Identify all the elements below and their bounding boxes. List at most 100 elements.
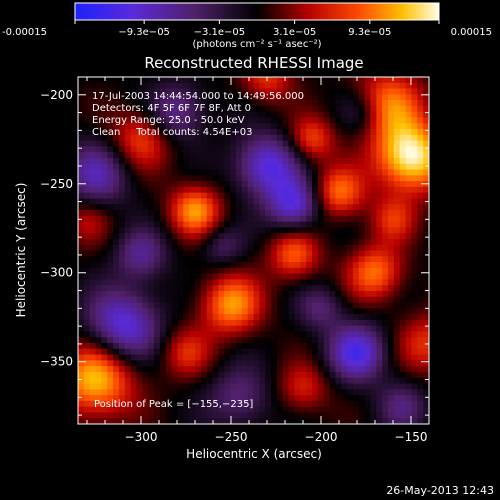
heatmap-cell: [399, 169, 407, 176]
heatmap-cell: [136, 267, 143, 275]
heatmap-cell: [329, 88, 336, 95]
heatmap-cell: [142, 331, 149, 338]
heatmap-cell: [107, 418, 114, 424]
heatmap-cell: [95, 215, 102, 223]
heatmap-cell: [259, 302, 266, 309]
heatmap-cell: [294, 319, 301, 327]
heatmap-cell: [388, 418, 395, 424]
heatmap-cell: [306, 302, 313, 309]
heatmap-cell: [276, 157, 284, 165]
heatmap-cell: [83, 302, 91, 309]
heatmap-cell: [159, 395, 167, 402]
heatmap-cell: [101, 152, 108, 159]
heatmap-cell: [159, 175, 167, 182]
heatmap-cell: [171, 227, 179, 234]
heatmap-cell: [118, 331, 126, 338]
heatmap-cell: [399, 354, 407, 361]
heatmap-cell: [259, 279, 266, 286]
heatmap-cell: [95, 157, 102, 165]
heatmap-cell: [399, 244, 407, 252]
heatmap-cell: [417, 331, 424, 338]
heatmap-cell: [142, 406, 149, 414]
heatmap-cell: [195, 82, 202, 90]
heatmap-cell: [136, 100, 143, 107]
heatmap-cell: [130, 302, 138, 309]
heatmap-cell: [323, 343, 331, 350]
heatmap-cell: [352, 366, 360, 373]
heatmap-cell: [417, 290, 424, 298]
heatmap-cell: [306, 157, 313, 165]
heatmap-cell: [107, 77, 114, 84]
heatmap-cell: [142, 314, 149, 321]
heatmap-cell: [276, 204, 284, 211]
heatmap-cell: [171, 82, 179, 90]
heatmap-cell: [78, 319, 85, 327]
heatmap-cell: [247, 244, 255, 252]
heatmap-cell: [118, 395, 126, 402]
heatmap-cell: [124, 406, 132, 414]
heatmap-cell: [177, 88, 184, 95]
heatmap-cell: [388, 186, 395, 194]
heatmap-cell: [282, 210, 290, 217]
heatmap-cell: [335, 285, 342, 292]
heatmap-cell: [271, 77, 278, 84]
heatmap-cell: [399, 204, 407, 211]
heatmap-cell: [417, 215, 424, 223]
heatmap-cell: [183, 123, 190, 130]
heatmap-cell: [212, 100, 219, 107]
heatmap-cell: [130, 181, 138, 188]
heatmap-cell: [171, 221, 179, 228]
heatmap-cell: [323, 279, 331, 286]
heatmap-cell: [352, 186, 360, 194]
heatmap-cell: [177, 227, 184, 234]
heatmap-cell: [95, 343, 102, 350]
heatmap-cell: [405, 233, 413, 240]
heatmap-cell: [347, 267, 354, 275]
heatmap-cell: [411, 210, 418, 217]
heatmap-cell: [83, 82, 91, 90]
heatmap-cell: [171, 389, 179, 396]
heatmap-cell: [212, 314, 219, 321]
heatmap-cell: [347, 343, 354, 350]
heatmap-cell: [224, 389, 231, 396]
heatmap-cell: [364, 186, 372, 194]
heatmap-cell: [235, 389, 243, 396]
heatmap-cell: [282, 111, 290, 119]
heatmap-cell: [405, 256, 413, 263]
heatmap-cell: [323, 198, 331, 205]
heatmap-cell: [148, 77, 155, 84]
heatmap-cell: [89, 244, 97, 252]
heatmap-cell: [130, 371, 138, 379]
heatmap-cell: [417, 88, 424, 95]
heatmap-cell: [393, 285, 401, 292]
heatmap-cell: [376, 366, 383, 373]
heatmap-cell: [323, 94, 331, 101]
heatmap-cell: [148, 192, 155, 200]
heatmap-cell: [78, 360, 85, 367]
heatmap-cell: [382, 319, 389, 327]
heatmap-cell: [253, 134, 260, 142]
heatmap-cell: [159, 377, 167, 385]
heatmap-cell: [101, 360, 108, 367]
heatmap-cell: [189, 123, 196, 130]
heatmap-cell: [206, 238, 214, 246]
heatmap-cell: [370, 290, 377, 298]
annotation-clean-counts: Clean Total counts: 4.54E+03: [92, 127, 252, 138]
heatmap-cell: [95, 169, 102, 176]
heatmap-cell: [352, 238, 360, 246]
heatmap-cell: [142, 319, 149, 327]
heatmap-cell: [282, 250, 290, 257]
heatmap-cell: [417, 285, 424, 292]
heatmap-cell: [282, 337, 290, 344]
heatmap-cell: [329, 273, 336, 281]
heatmap-cell: [341, 169, 348, 176]
heatmap-cell: [195, 186, 202, 194]
heatmap-cell: [206, 256, 214, 263]
heatmap-cell: [177, 233, 184, 240]
heatmap-cell: [253, 279, 260, 286]
heatmap-cell: [352, 129, 360, 136]
heatmap-cell: [235, 111, 243, 119]
heatmap-cell: [423, 406, 429, 414]
heatmap-cell: [148, 140, 155, 147]
heatmap-cell: [118, 314, 126, 321]
